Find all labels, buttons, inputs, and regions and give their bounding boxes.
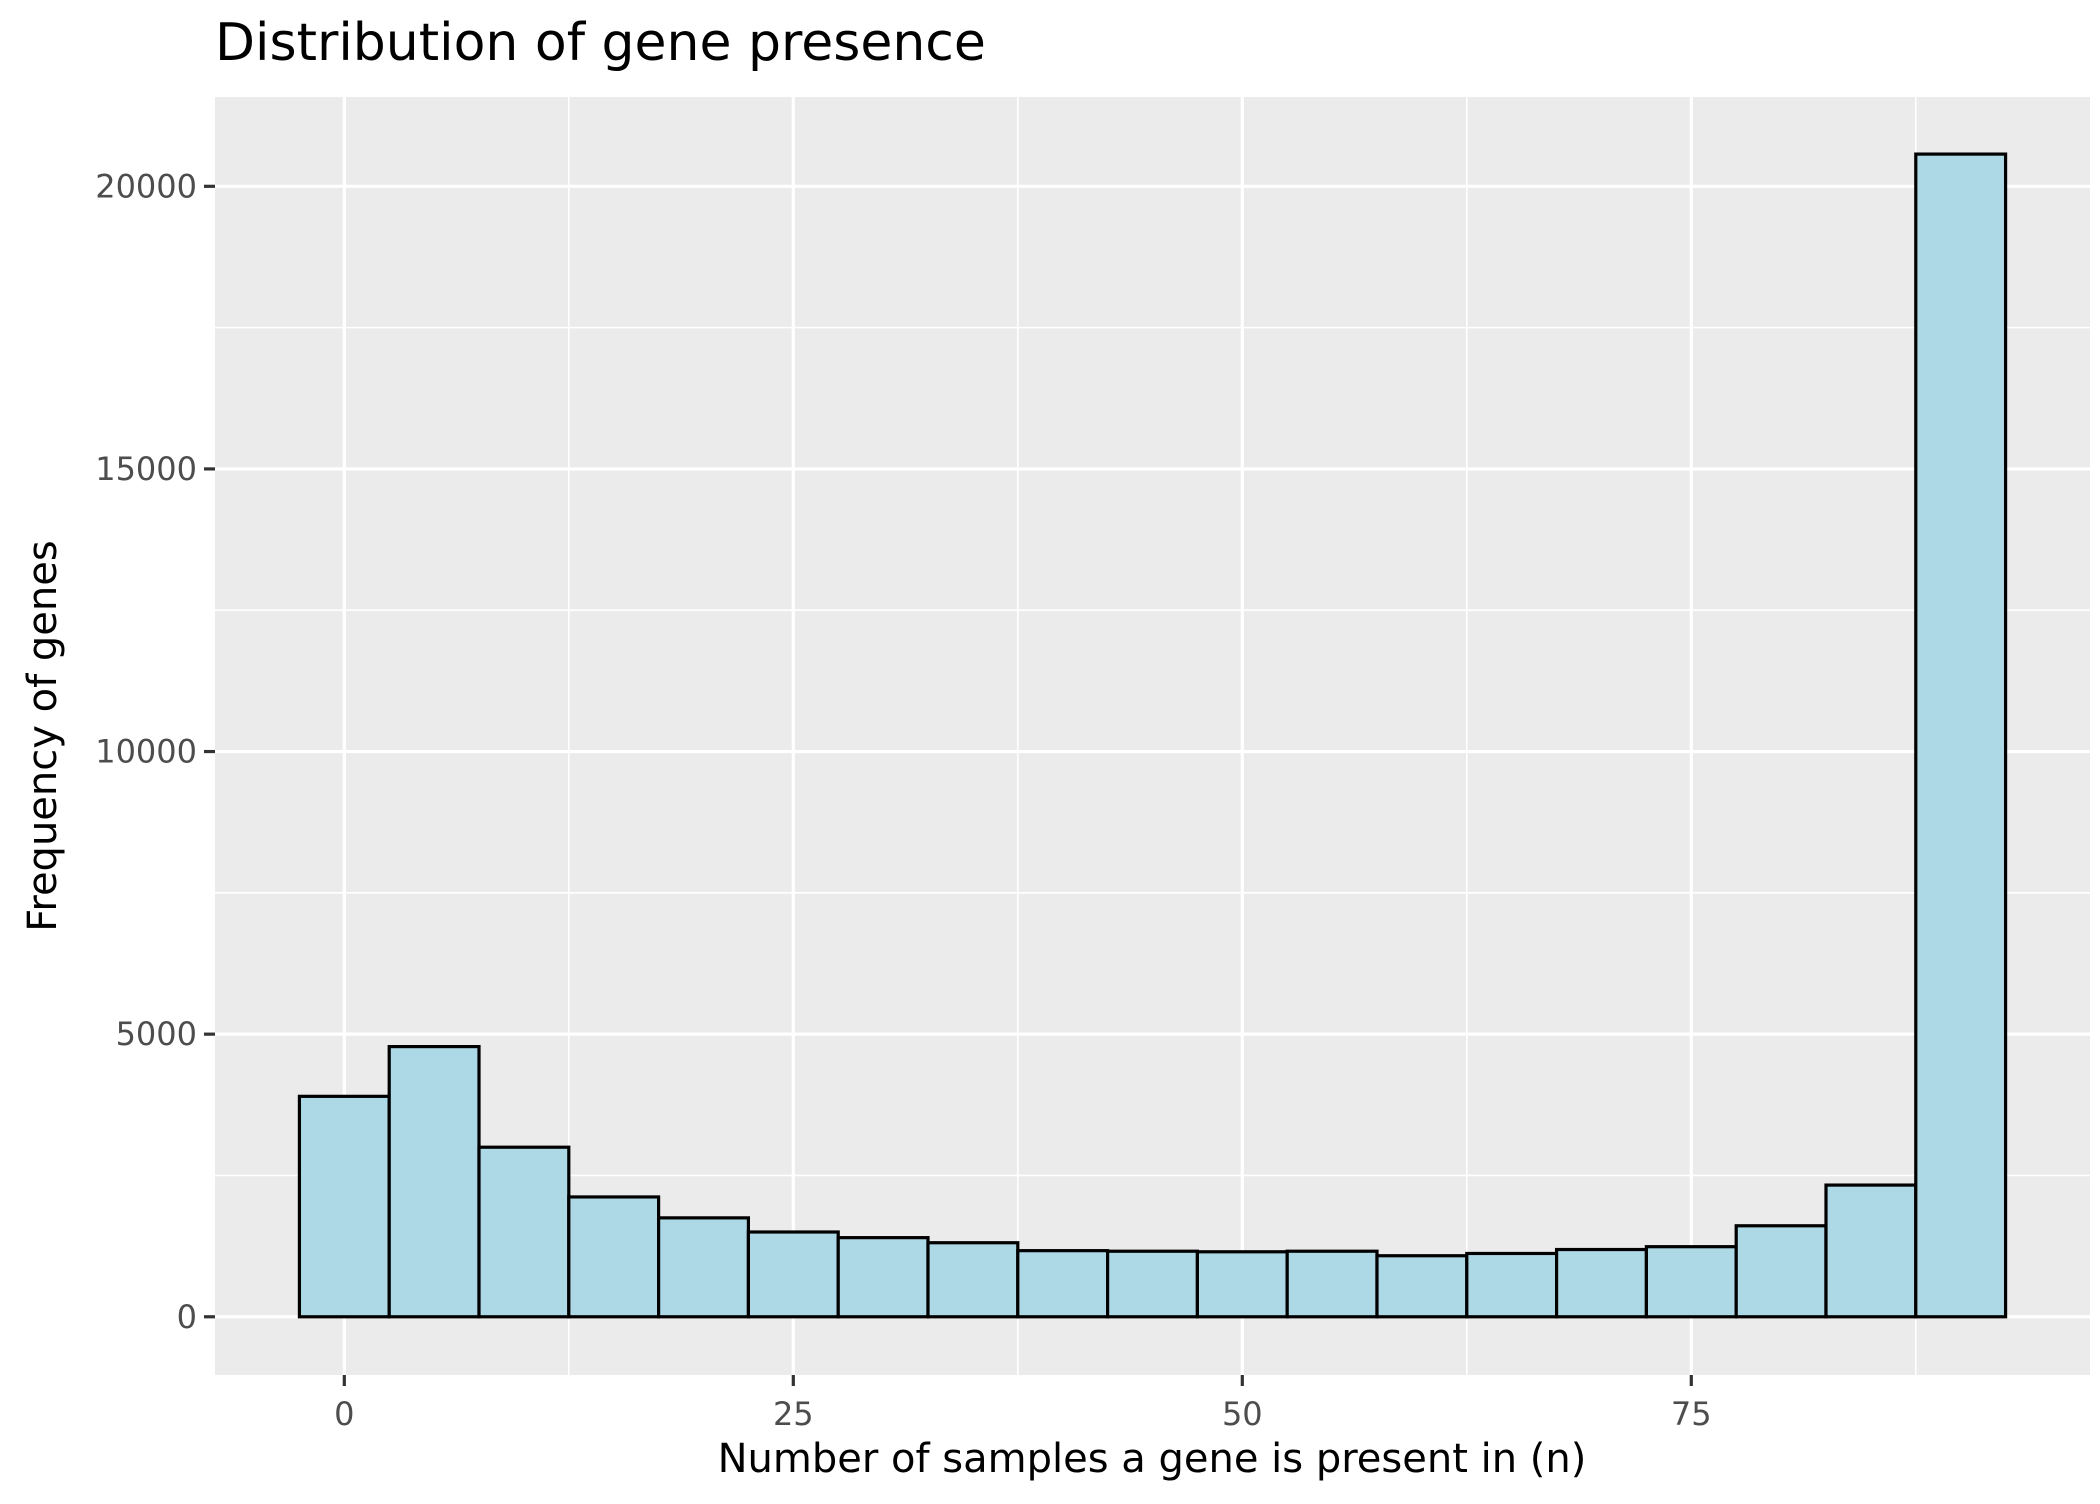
- x-axis-title: Number of samples a gene is present in (…: [718, 1436, 1587, 1482]
- x-axis-ticks: 0 25 50 75: [334, 1375, 1712, 1433]
- histogram-bar: [1106, 1249, 1199, 1319]
- histogram-bar: [836, 1236, 930, 1319]
- histogram-bar: [1195, 1250, 1289, 1319]
- histogram-bar: [297, 1094, 391, 1319]
- histogram-bar: [477, 1145, 571, 1319]
- histogram-bar: [1554, 1247, 1648, 1319]
- x-tick-label: 25: [773, 1395, 814, 1433]
- histogram-bar: [567, 1195, 661, 1319]
- x-tick-label: 0: [334, 1395, 354, 1433]
- y-tick-label: 0: [177, 1298, 197, 1336]
- histogram-bar: [657, 1216, 751, 1319]
- histogram-bar: [926, 1241, 1020, 1319]
- x-tick-label: 75: [1671, 1395, 1712, 1433]
- histogram-bar: [746, 1230, 840, 1319]
- histogram-bar: [1644, 1245, 1738, 1319]
- y-axis-title: Frequency of genes: [20, 540, 66, 931]
- histogram-bar: [1465, 1251, 1559, 1319]
- y-axis-ticks: 0 5000 10000 15000 20000: [95, 167, 215, 1336]
- chart-title: Distribution of gene presence: [215, 13, 986, 73]
- y-tick-label: 5000: [116, 1015, 197, 1053]
- histogram-bar: [1375, 1254, 1469, 1319]
- major-gridlines: [215, 97, 2090, 1375]
- y-tick-label: 15000: [95, 450, 197, 488]
- histogram-bars: [297, 152, 2008, 1319]
- histogram-bar: [1285, 1249, 1379, 1319]
- y-tick-label: 20000: [95, 167, 197, 205]
- histogram-bar: [387, 1044, 481, 1319]
- histogram-bar: [1016, 1249, 1110, 1319]
- histogram-bar: [1734, 1224, 1828, 1319]
- y-tick-label: 10000: [95, 733, 197, 771]
- histogram-bar: [1914, 152, 2008, 1319]
- x-tick-label: 50: [1222, 1395, 1263, 1433]
- histogram-bar: [1824, 1183, 1918, 1319]
